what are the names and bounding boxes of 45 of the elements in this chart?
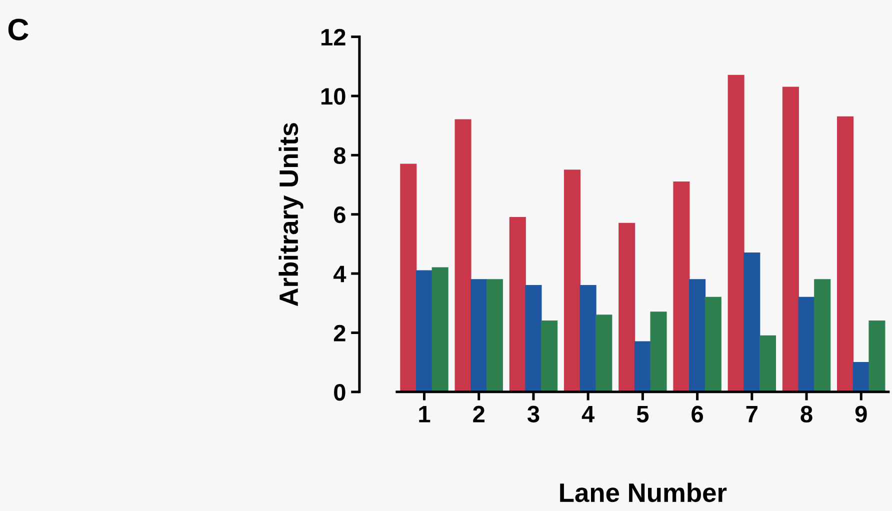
bar [782, 86, 799, 392]
bar [673, 181, 690, 392]
bar [759, 335, 776, 392]
bar [618, 222, 636, 392]
bar [416, 270, 433, 392]
bar [525, 285, 542, 392]
x-tick-label: 2 [473, 406, 484, 422]
bar [837, 116, 854, 392]
bar [454, 119, 472, 392]
bar [634, 341, 651, 392]
y-tick-label: 4 [333, 266, 346, 282]
bar [541, 320, 558, 392]
y-tick-label: 10 [321, 88, 346, 105]
bar [580, 285, 596, 392]
bar [470, 279, 488, 392]
x-axis-title: Lane Number [560, 482, 727, 502]
x-tick-label: 5 [636, 406, 649, 422]
bar [432, 267, 448, 392]
y-tick-label: 8 [334, 147, 346, 164]
y-axis-title: Arbitrary Units [278, 123, 304, 306]
bar [704, 296, 722, 392]
bar [596, 314, 612, 392]
bar [486, 279, 503, 392]
x-tick-label: 7 [746, 406, 758, 422]
y-tick-label: 12 [321, 28, 346, 46]
bar [650, 312, 667, 392]
bar [728, 74, 744, 392]
bar [509, 216, 526, 392]
y-tick-label: 2 [334, 324, 346, 342]
bar [798, 296, 815, 392]
y-tick-label: 0 [334, 384, 346, 401]
bar [400, 164, 417, 392]
y-tick-label: 6 [334, 206, 346, 224]
bar [689, 279, 706, 392]
x-tick-label: 4 [582, 406, 595, 422]
bar [564, 170, 581, 392]
x-tick-label: 1 [419, 406, 430, 422]
bar [814, 279, 831, 392]
x-tick-label: 3 [527, 406, 540, 423]
bar [868, 320, 886, 392]
x-tick-label: 8 [800, 406, 812, 422]
text: C [8, 18, 28, 40]
x-tick-label: 9 [855, 406, 867, 422]
x-tick-label: 6 [692, 406, 704, 422]
bar [744, 252, 760, 392]
